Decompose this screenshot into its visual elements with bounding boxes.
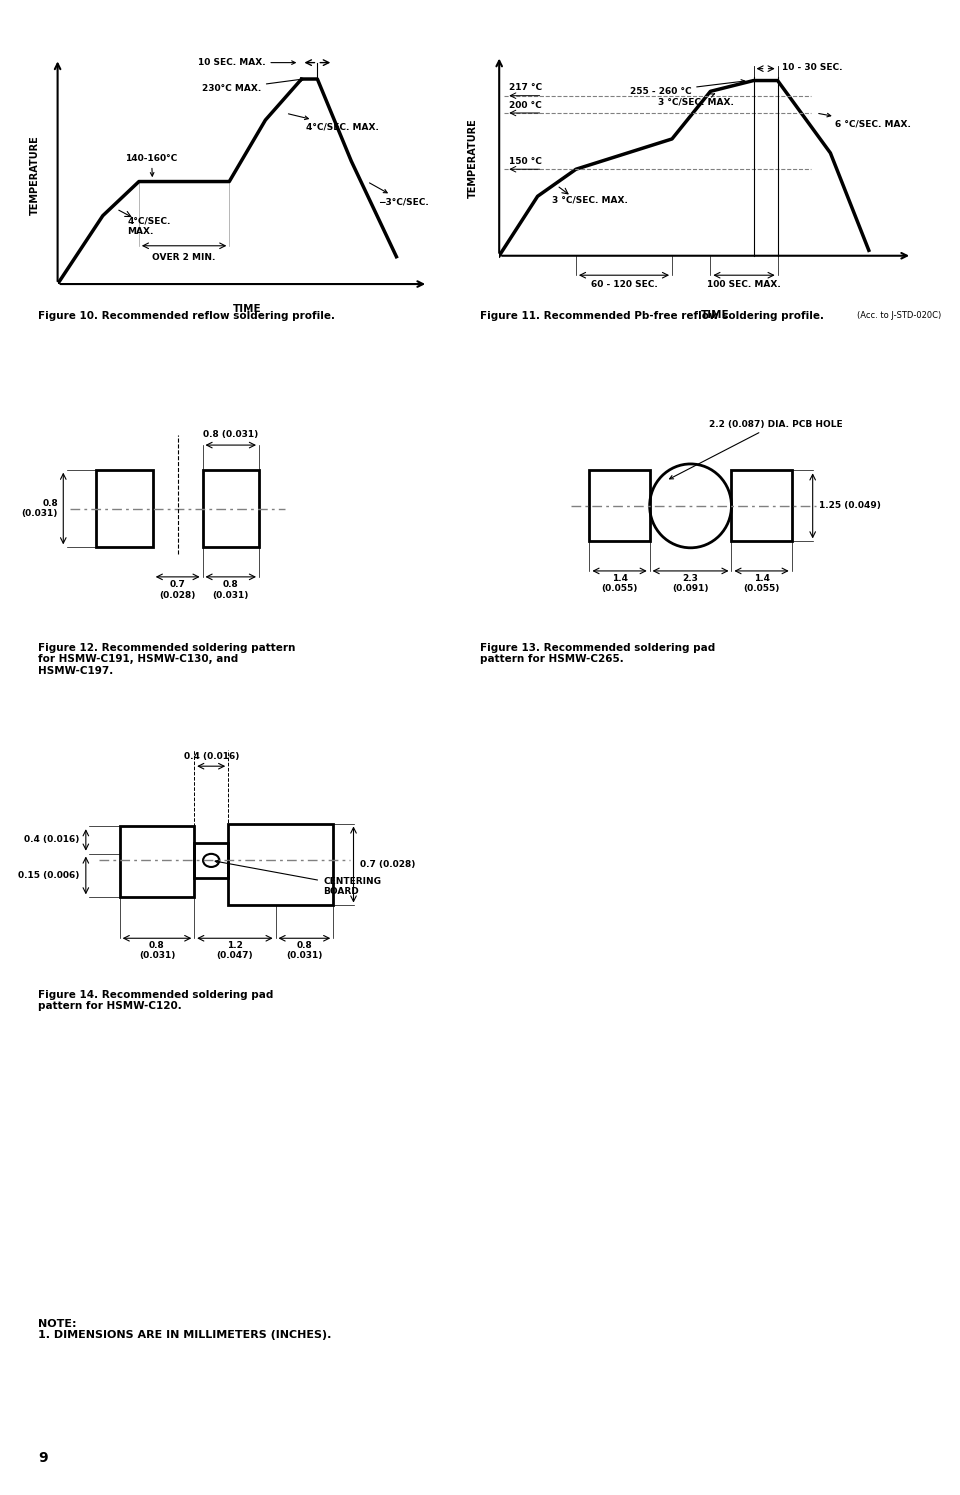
Text: 6 °C/SEC. MAX.: 6 °C/SEC. MAX. bbox=[819, 114, 911, 129]
Bar bbox=[203, 469, 259, 547]
Text: 4°C/SEC. MAX.: 4°C/SEC. MAX. bbox=[288, 114, 379, 132]
Text: Figure 12. Recommended soldering pattern
for HSMW-C191, HSMW-C130, and
HSMW-C197: Figure 12. Recommended soldering pattern… bbox=[38, 643, 296, 676]
Bar bbox=[194, 843, 228, 878]
Text: 0.8
(0.031): 0.8 (0.031) bbox=[212, 580, 249, 599]
Text: 3 °C/SEC. MAX.: 3 °C/SEC. MAX. bbox=[552, 194, 628, 203]
Text: 1.4
(0.055): 1.4 (0.055) bbox=[601, 574, 637, 594]
Text: TIME: TIME bbox=[233, 303, 262, 314]
Text: 0.8
(0.031): 0.8 (0.031) bbox=[139, 940, 175, 960]
Text: 0.4 (0.016): 0.4 (0.016) bbox=[183, 752, 239, 761]
Text: 10 SEC. MAX.: 10 SEC. MAX. bbox=[198, 58, 296, 67]
Text: 0.8 (0.031): 0.8 (0.031) bbox=[204, 431, 258, 440]
Bar bbox=[732, 471, 792, 541]
Text: 0.7 (0.028): 0.7 (0.028) bbox=[360, 860, 416, 869]
Text: 3 °C/SEC. MAX.: 3 °C/SEC. MAX. bbox=[658, 94, 733, 106]
Text: 150 °C: 150 °C bbox=[509, 157, 541, 166]
Text: 10 - 30 SEC.: 10 - 30 SEC. bbox=[782, 63, 843, 72]
Text: OVER 2 MIN.: OVER 2 MIN. bbox=[153, 253, 216, 262]
Text: 255 - 260 °C: 255 - 260 °C bbox=[630, 79, 745, 96]
Text: 0.7
(0.028): 0.7 (0.028) bbox=[159, 580, 196, 599]
Text: 60 - 120 SEC.: 60 - 120 SEC. bbox=[590, 280, 658, 289]
Bar bbox=[228, 824, 333, 906]
Text: 0.8
(0.031): 0.8 (0.031) bbox=[286, 940, 323, 960]
Text: 1.25 (0.049): 1.25 (0.049) bbox=[819, 501, 880, 510]
Text: TEMPERATURE: TEMPERATURE bbox=[468, 118, 478, 199]
Text: 1.2
(0.047): 1.2 (0.047) bbox=[217, 940, 253, 960]
Text: 217 °C: 217 °C bbox=[509, 84, 542, 93]
Text: 2.3
(0.091): 2.3 (0.091) bbox=[672, 574, 708, 594]
Text: 0.8
(0.031): 0.8 (0.031) bbox=[21, 499, 58, 519]
Bar bbox=[96, 469, 153, 547]
Bar bbox=[589, 471, 650, 541]
Text: NOTE:
1. DIMENSIONS ARE IN MILLIMETERS (INCHES).: NOTE: 1. DIMENSIONS ARE IN MILLIMETERS (… bbox=[38, 1319, 332, 1340]
Text: (Acc. to J-STD-020C): (Acc. to J-STD-020C) bbox=[856, 311, 941, 320]
Text: Figure 14. Recommended soldering pad
pattern for HSMW-C120.: Figure 14. Recommended soldering pad pat… bbox=[38, 990, 274, 1011]
Text: 4°C/SEC.
MAX.: 4°C/SEC. MAX. bbox=[128, 217, 171, 236]
Text: 2.2 (0.087) DIA. PCB HOLE: 2.2 (0.087) DIA. PCB HOLE bbox=[669, 420, 842, 478]
Text: −3°C/SEC.: −3°C/SEC. bbox=[370, 182, 429, 206]
Text: 9: 9 bbox=[38, 1452, 48, 1465]
Text: 140-160°C: 140-160°C bbox=[126, 154, 178, 176]
Text: 1.4
(0.055): 1.4 (0.055) bbox=[743, 574, 780, 594]
Text: CENTERING
BOARD: CENTERING BOARD bbox=[215, 860, 381, 896]
Text: 0.15 (0.006): 0.15 (0.006) bbox=[17, 872, 79, 881]
Text: Figure 13. Recommended soldering pad
pattern for HSMW-C265.: Figure 13. Recommended soldering pad pat… bbox=[480, 643, 715, 664]
Text: 100 SEC. MAX.: 100 SEC. MAX. bbox=[708, 280, 780, 289]
Text: TIME: TIME bbox=[701, 311, 730, 320]
Text: TEMPERATURE: TEMPERATURE bbox=[30, 135, 40, 215]
Text: 0.4 (0.016): 0.4 (0.016) bbox=[24, 836, 79, 845]
Text: Figure 10. Recommended reflow soldering profile.: Figure 10. Recommended reflow soldering … bbox=[38, 311, 335, 321]
Text: 200 °C: 200 °C bbox=[509, 100, 541, 109]
Text: Figure 11. Recommended Pb-free reflow soldering profile.: Figure 11. Recommended Pb-free reflow so… bbox=[480, 311, 824, 321]
Text: 230°C MAX.: 230°C MAX. bbox=[202, 78, 304, 93]
Bar bbox=[120, 827, 194, 897]
